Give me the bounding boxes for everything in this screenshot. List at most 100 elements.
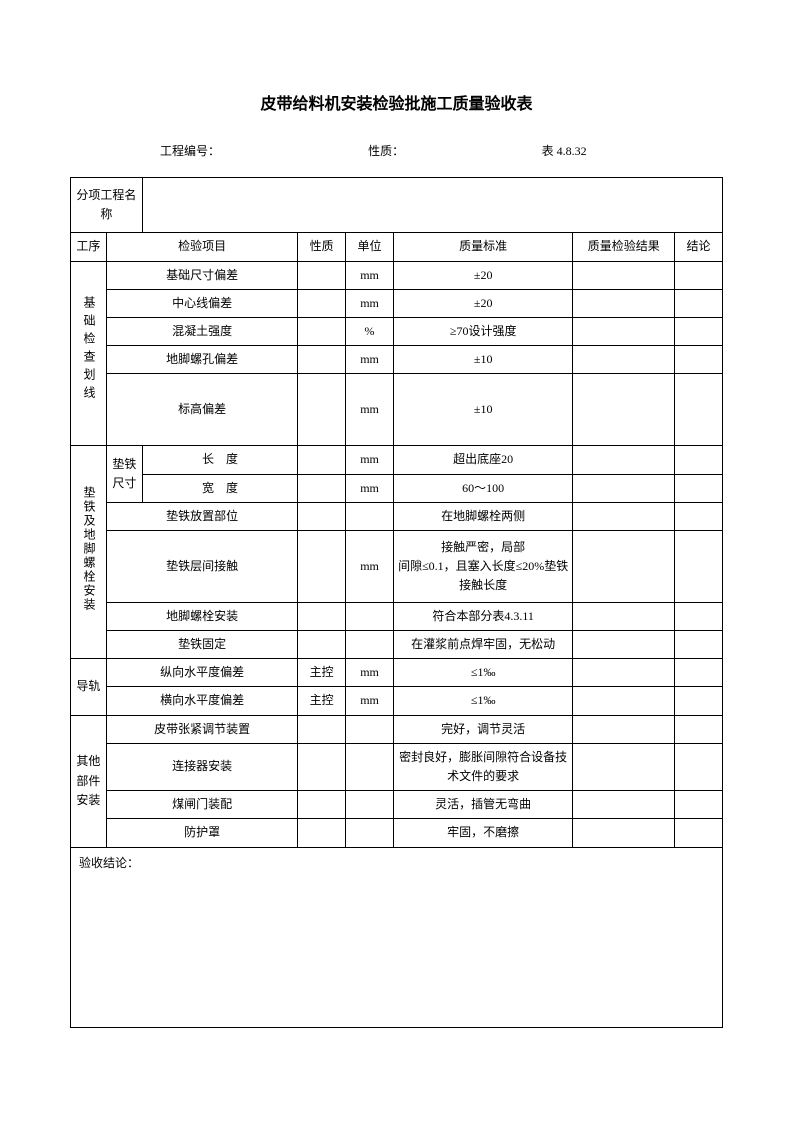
table-row: 混凝土强度 % ≥70设计强度 <box>71 317 723 345</box>
std-cell: ≤1‰ <box>393 687 572 715</box>
item-cell: 煤闸门装配 <box>106 791 297 819</box>
table-row: 宽 度 mm 60～100 <box>71 474 723 502</box>
meta-row: 工程编号： 性质： 表 4.8.32 <box>70 142 723 159</box>
std-cell: 牢固，不磨擦 <box>393 819 572 847</box>
con-cell <box>675 502 723 530</box>
table-row: 基础检查划线 基础尺寸偏差 mm ±20 <box>71 261 723 289</box>
nat-cell <box>298 317 346 345</box>
nat-cell <box>298 261 346 289</box>
unit-cell <box>346 819 394 847</box>
std-cell: ±10 <box>393 374 572 446</box>
res-cell <box>573 530 675 602</box>
item-cell: 混凝土强度 <box>106 317 297 345</box>
table-row: 垫铁放置部位 在地脚螺栓两侧 <box>71 502 723 530</box>
hdr-nature: 性质 <box>298 233 346 261</box>
con-cell <box>675 602 723 630</box>
res-cell <box>573 791 675 819</box>
item-cell: 连接器安装 <box>106 743 297 790</box>
nat-cell <box>298 819 346 847</box>
item-cell: 皮带张紧调节装置 <box>106 715 297 743</box>
con-cell <box>675 346 723 374</box>
con-cell <box>675 474 723 502</box>
unit-cell: mm <box>346 474 394 502</box>
nature-label: 性质： <box>368 142 541 159</box>
std-cell: 超出底座20 <box>393 446 572 474</box>
proj-name-value <box>142 178 722 233</box>
std-cell: 完好，调节灵活 <box>393 715 572 743</box>
section-label: 导轨 <box>71 659 107 715</box>
nat-cell <box>298 446 346 474</box>
nat-cell <box>298 631 346 659</box>
unit-cell <box>346 602 394 630</box>
hdr-standard: 质量标准 <box>393 233 572 261</box>
std-cell: 密封良好，膨胀间隙符合设备技术文件的要求 <box>393 743 572 790</box>
unit-cell <box>346 715 394 743</box>
table-row: 其他部件安装 皮带张紧调节装置 完好，调节灵活 <box>71 715 723 743</box>
nat-cell <box>298 715 346 743</box>
unit-cell: mm <box>346 687 394 715</box>
project-no-label: 工程编号： <box>160 142 368 159</box>
table-no: 表 4.8.32 <box>542 142 663 159</box>
item-cell: 纵向水平度偏差 <box>106 659 297 687</box>
hdr-item: 检验项目 <box>106 233 297 261</box>
hdr-conclusion: 结论 <box>675 233 723 261</box>
res-cell <box>573 474 675 502</box>
res-cell <box>573 346 675 374</box>
nat-cell <box>298 791 346 819</box>
res-cell <box>573 502 675 530</box>
header-row: 工序 检验项目 性质 单位 质量标准 质量检验结果 结论 <box>71 233 723 261</box>
con-cell <box>675 715 723 743</box>
unit-cell: mm <box>346 289 394 317</box>
table-row: 垫铁层间接触 mm 接触严密，局部 间隙≤0.1，且塞入长度≤20%垫铁接触长度 <box>71 530 723 602</box>
res-cell <box>573 289 675 317</box>
con-cell <box>675 631 723 659</box>
conclusion-cell: 验收结论： <box>71 847 723 1027</box>
item-cell: 地脚螺孔偏差 <box>106 346 297 374</box>
page-title: 皮带给料机安装检验批施工质量验收表 <box>70 90 723 114</box>
res-cell <box>573 602 675 630</box>
table-row: 标高偏差 mm ±10 <box>71 374 723 446</box>
con-cell <box>675 530 723 602</box>
sub-label: 垫铁尺寸 <box>106 446 142 502</box>
con-cell <box>675 374 723 446</box>
con-cell <box>675 446 723 474</box>
item-cell: 长 度 <box>142 446 298 474</box>
item-cell: 横向水平度偏差 <box>106 687 297 715</box>
nat-cell <box>298 602 346 630</box>
table-row: 中心线偏差 mm ±20 <box>71 289 723 317</box>
hdr-proc: 工序 <box>71 233 107 261</box>
nat-cell <box>298 374 346 446</box>
res-cell <box>573 659 675 687</box>
unit-cell <box>346 743 394 790</box>
nat-cell: 主控 <box>298 659 346 687</box>
con-cell <box>675 261 723 289</box>
table-row: 地脚螺孔偏差 mm ±10 <box>71 346 723 374</box>
table-row: 垫铁固定 在灌浆前点焊牢固，无松动 <box>71 631 723 659</box>
res-cell <box>573 317 675 345</box>
table-row: 垫铁及地脚螺栓安装 垫铁尺寸 长 度 mm 超出底座20 <box>71 446 723 474</box>
con-cell <box>675 687 723 715</box>
std-cell: 60～100 <box>393 474 572 502</box>
nat-cell <box>298 530 346 602</box>
nat-cell <box>298 289 346 317</box>
section-label: 其他部件安装 <box>71 715 107 847</box>
unit-cell: mm <box>346 374 394 446</box>
inspection-table: 分项工程名称 工序 检验项目 性质 单位 质量标准 质量检验结果 结论 基础检查… <box>70 177 723 1028</box>
nat-cell <box>298 743 346 790</box>
con-cell <box>675 743 723 790</box>
table-row: 横向水平度偏差 主控 mm ≤1‰ <box>71 687 723 715</box>
res-cell <box>573 687 675 715</box>
nat-cell: 主控 <box>298 687 346 715</box>
item-cell: 宽 度 <box>142 474 298 502</box>
hdr-result: 质量检验结果 <box>573 233 675 261</box>
res-cell <box>573 261 675 289</box>
unit-cell: mm <box>346 446 394 474</box>
section-label: 基础检查划线 <box>71 261 107 446</box>
std-cell: ±10 <box>393 346 572 374</box>
std-cell: 在地脚螺栓两侧 <box>393 502 572 530</box>
con-cell <box>675 791 723 819</box>
unit-cell <box>346 502 394 530</box>
table-row: 导轨 纵向水平度偏差 主控 mm ≤1‰ <box>71 659 723 687</box>
res-cell <box>573 743 675 790</box>
item-cell: 防护罩 <box>106 819 297 847</box>
